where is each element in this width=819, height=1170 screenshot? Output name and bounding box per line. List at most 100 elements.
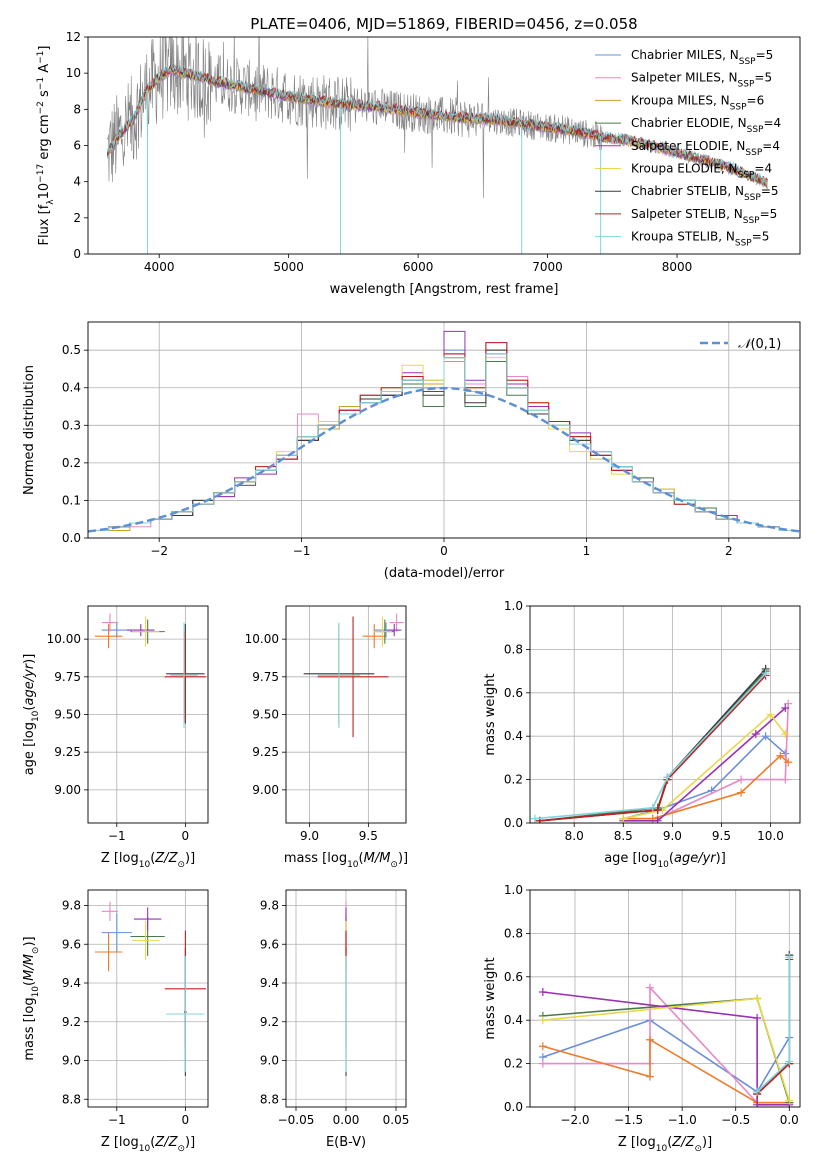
y-tick-label: 9.25	[54, 745, 81, 759]
x-tick-label: −0.05	[278, 1113, 315, 1127]
weight-marker	[530, 814, 539, 823]
x-tick-label: 0	[182, 829, 190, 843]
weight-marker	[781, 703, 790, 712]
y-tick-label: 0.4	[62, 381, 81, 395]
y-tick-label: 0.1	[62, 493, 81, 507]
weight-marker	[653, 816, 662, 823]
age-vs-mass-panel: 9.0 9.5 9.00 9.25 9.50 9.75 10.00 mass [log10(M…	[245, 605, 408, 870]
x-tick-label: 0	[182, 1113, 190, 1127]
y-tick-label: 9.8	[260, 899, 279, 913]
y-axis-label: mass [log10(M/M⊙)]	[22, 936, 41, 1060]
y-axis-label: mass weight	[483, 673, 498, 755]
y-axis-label: Flux [fλ10−17 erg cm−2 s−1 A−1]	[36, 46, 56, 246]
weight-series-line	[542, 997, 791, 1103]
y-tick-label: 6	[73, 139, 81, 153]
y-tick-label: 9.00	[54, 783, 81, 797]
y-tick-label: 0.4	[504, 1013, 523, 1027]
legend-label: Kroupa ELODIE, NSSP=4	[631, 162, 772, 181]
x-tick-label: 9.5	[712, 829, 731, 843]
weight-series-line	[542, 991, 790, 1106]
x-tick-label: 0.0	[780, 1113, 799, 1127]
y-tick-label: 9.25	[252, 745, 279, 759]
legend-label: Salpeter ELODIE, NSSP=4	[631, 139, 780, 158]
legend-label: Chabrier ELODIE, NSSP=4	[631, 116, 781, 135]
weight-series-line	[539, 674, 767, 822]
figure-title: PLATE=0406, MJD=51869, FIBERID=0456, z=0…	[250, 15, 637, 33]
y-tick-label: 9.50	[252, 708, 279, 722]
y-tick-label: 9.75	[252, 670, 279, 684]
y-tick-label: 0.5	[62, 343, 81, 357]
y-tick-label: 0.2	[504, 1057, 523, 1071]
plot-area	[345, 901, 347, 1076]
x-axis-label: E(B-V)	[326, 1135, 366, 1150]
weight-vs-age-panel: 8.0 8.5 9.0 9.5 10.0 0.0 0.2 0.4 0.6 0.8 1.0 age [l…	[483, 599, 801, 870]
plot-area	[94, 613, 206, 729]
y-tick-label: 9.2	[260, 1015, 279, 1029]
y-tick-label: 12	[66, 30, 81, 44]
y-tick-label: 9.0	[62, 1054, 81, 1068]
weight-marker	[781, 775, 790, 784]
weight-marker	[753, 1087, 762, 1096]
axes-frame	[529, 605, 801, 824]
plot-area	[107, 37, 769, 254]
y-tick-label: 2	[73, 211, 81, 225]
weight-marker	[737, 775, 746, 784]
x-axis-label: mass [log10(M/M⊙)]	[284, 851, 408, 870]
plot-area	[538, 951, 794, 1107]
y-tick-label: 9.6	[260, 937, 279, 951]
legend-label: 𝒩(0,1)	[738, 337, 781, 352]
weight-marker	[781, 749, 790, 758]
x-tick-label: −2.0	[560, 1113, 589, 1127]
x-tick-label: −1	[108, 1113, 126, 1127]
histogram-series	[88, 353, 800, 538]
weight-marker	[648, 803, 657, 812]
x-tick-label: 0	[440, 544, 448, 558]
y-tick-label: 9.4	[62, 976, 81, 990]
weight-series-line	[756, 957, 791, 1093]
mass-vs-extinction-panel: −0.05 0.00 0.05 8.8 9.0 9.2 9.4 9.6 9.8 E(B-V)	[260, 889, 410, 1150]
plot-area	[94, 901, 206, 1076]
y-tick-label: 9.2	[62, 1015, 81, 1029]
legend-label: Salpeter MILES, NSSP=5	[631, 71, 772, 90]
weight-series-line	[623, 735, 786, 820]
x-axis-label: Z [log10(Z/Z⊙)]	[101, 1135, 195, 1154]
weight-marker	[653, 805, 662, 814]
x-tick-label: 8.5	[614, 829, 633, 843]
weight-marker	[751, 730, 760, 739]
y-tick-label: 0.2	[62, 456, 81, 470]
residuals-panel: −2 −1 0 1 2 0.0 0.1 0.2 0.3 0.4 0.5 (data-model)/er…	[22, 321, 801, 581]
x-axis-label: Z [log10(Z/Z⊙)]	[618, 1135, 712, 1154]
x-tick-label: −2	[150, 544, 168, 558]
axes-frame	[285, 889, 407, 1108]
x-tick-label: 0.05	[383, 1113, 410, 1127]
weight-marker	[784, 699, 793, 708]
weight-series-line	[756, 955, 791, 1095]
y-tick-label: 9.00	[252, 783, 279, 797]
plot-area	[303, 613, 404, 738]
y-tick-label: 0.0	[504, 1100, 523, 1114]
weight-marker	[781, 730, 790, 739]
y-tick-label: 0.6	[504, 970, 523, 984]
x-tick-label: 6000	[403, 260, 434, 274]
mass-vs-metallicity-panel: −1 0 8.8 9.0 9.2 9.4 9.6 9.8 Z [log10(Z/Z⊙)] mass…	[22, 889, 209, 1154]
y-tick-label: 9.50	[54, 708, 81, 722]
plot-area	[530, 664, 793, 823]
y-tick-label: 9.4	[260, 976, 279, 990]
weight-marker	[663, 773, 672, 782]
axes-frame	[529, 889, 801, 1108]
legend-label: Kroupa STELIB, NSSP=5	[631, 230, 769, 249]
age-vs-metallicity-panel: −1 0 9.00 9.25 9.50 9.75 10.00 Z [log10(Z/Z⊙)] a…	[22, 605, 209, 870]
y-tick-label: 4	[73, 175, 81, 189]
model-spectrum-line	[107, 64, 768, 185]
y-tick-label: 10	[66, 66, 81, 80]
x-tick-label: 8.0	[565, 829, 584, 843]
y-tick-label: 0.8	[504, 926, 523, 940]
x-tick-label: 2	[725, 544, 733, 558]
weight-series-line	[756, 959, 791, 1095]
weight-marker	[785, 953, 794, 962]
weight-marker	[538, 1042, 547, 1051]
axes-frame	[87, 889, 209, 1108]
weight-series-line	[539, 668, 767, 822]
weight-marker	[753, 1100, 762, 1107]
weight-marker	[538, 1016, 547, 1025]
